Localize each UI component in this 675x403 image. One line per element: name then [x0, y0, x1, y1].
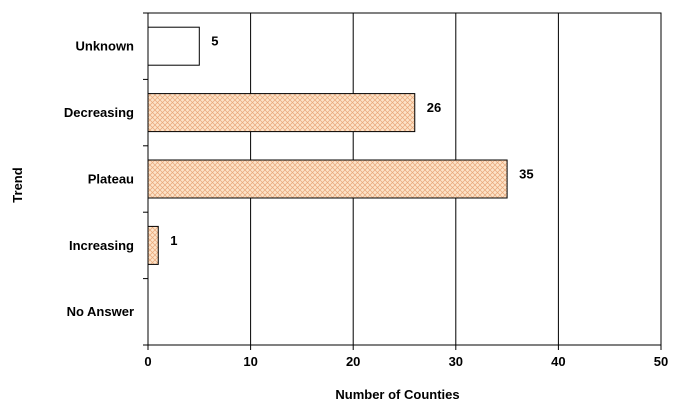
x-tick-label: 10 — [243, 354, 257, 369]
data-label: 26 — [427, 100, 441, 115]
y-axis-title: Trend — [10, 167, 25, 202]
x-tick-label: 0 — [144, 354, 151, 369]
data-labels: 5 26 35 1 — [170, 34, 533, 248]
category-labels: Unknown Decreasing Plateau Increasing No Ans… — [64, 39, 134, 320]
data-label: 1 — [170, 233, 177, 248]
plot-area-frame — [147, 12, 662, 346]
bar-decreasing — [147, 93, 416, 133]
category-label: Decreasing — [64, 105, 134, 120]
axis-ticks — [143, 12, 662, 350]
category-label: No Answer — [67, 304, 134, 319]
bar-unknown — [147, 26, 200, 66]
x-tick-label: 30 — [449, 354, 463, 369]
data-label: 35 — [519, 166, 533, 181]
data-label: 5 — [211, 34, 218, 49]
bars — [147, 26, 508, 265]
x-tick-label: 20 — [346, 354, 360, 369]
bar-increasing — [147, 225, 159, 265]
x-axis-title: Number of Counties — [335, 387, 459, 402]
category-label: Unknown — [76, 39, 135, 54]
x-tick-labels: 0 10 20 30 40 50 — [144, 354, 668, 369]
category-label: Increasing — [69, 238, 134, 253]
bar-plateau — [147, 159, 508, 199]
category-label: Plateau — [88, 171, 134, 186]
x-tick-label: 50 — [654, 354, 668, 369]
x-tick-label: 40 — [551, 354, 565, 369]
